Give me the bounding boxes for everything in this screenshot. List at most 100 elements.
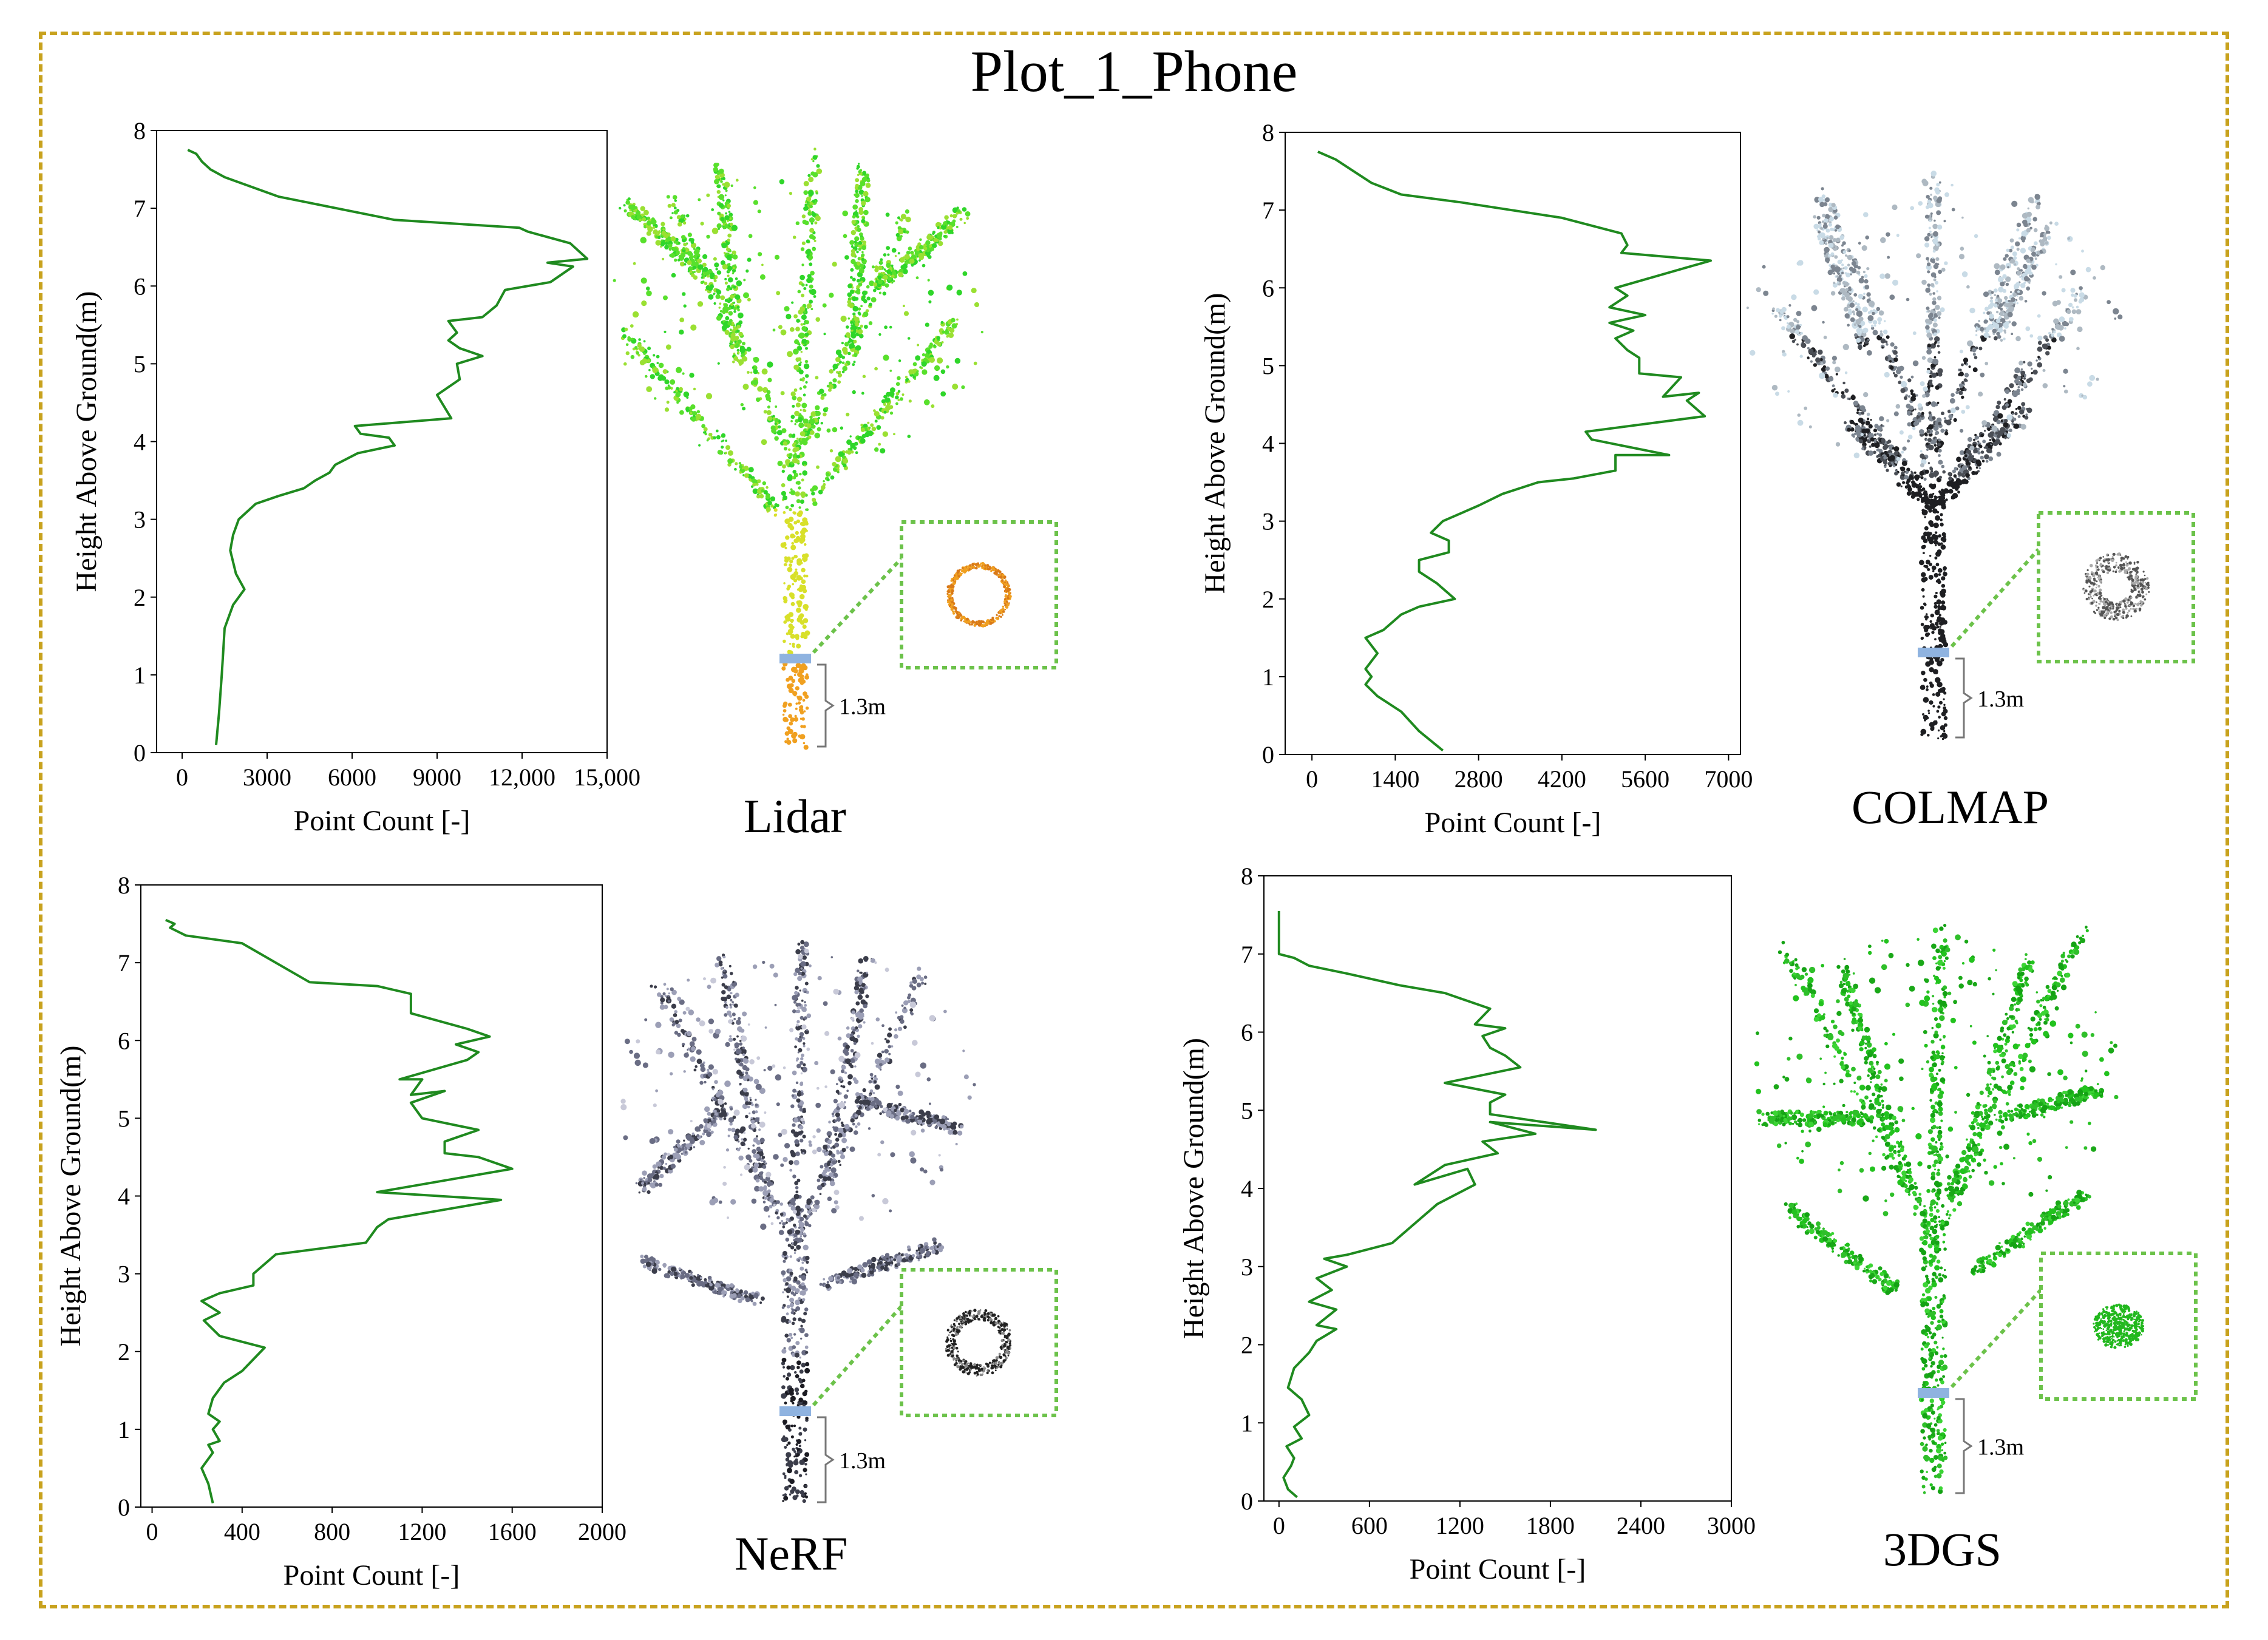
point xyxy=(796,440,799,443)
canopy-point xyxy=(916,248,920,252)
point xyxy=(1838,274,1841,277)
point xyxy=(710,272,715,278)
canopy-point xyxy=(2076,309,2082,314)
point xyxy=(1776,308,1781,313)
point xyxy=(1800,331,1804,335)
point xyxy=(693,415,696,418)
point xyxy=(1938,438,1941,442)
y-tick-label: 0 xyxy=(1262,741,1274,768)
point xyxy=(667,203,672,208)
point xyxy=(865,183,871,188)
cross-section-point xyxy=(2113,566,2116,569)
point xyxy=(1920,453,1925,459)
point xyxy=(716,290,722,295)
point xyxy=(2009,383,2014,388)
point xyxy=(1852,310,1855,314)
canopy-point xyxy=(2064,389,2068,394)
canopy-point xyxy=(1804,406,1808,410)
point xyxy=(1996,294,2000,298)
point xyxy=(1992,321,1995,325)
canopy-point xyxy=(2066,309,2071,314)
cross-section-point xyxy=(969,564,972,567)
canopy-point xyxy=(2007,266,2010,269)
point xyxy=(668,247,672,251)
point xyxy=(787,702,792,707)
point xyxy=(1932,508,1938,514)
canopy-point xyxy=(761,439,767,446)
point xyxy=(2045,338,2049,342)
point xyxy=(782,464,786,469)
point xyxy=(1863,434,1866,437)
point xyxy=(1872,320,1878,325)
point xyxy=(1934,594,1938,598)
point xyxy=(1937,401,1940,404)
canopy-point xyxy=(1830,291,1836,296)
cross-section-point xyxy=(952,606,956,609)
point xyxy=(795,447,800,452)
point xyxy=(802,219,807,225)
x-tick-label: 7000 xyxy=(1704,765,1753,793)
point xyxy=(883,410,887,414)
point xyxy=(861,195,863,197)
point xyxy=(918,252,924,259)
point xyxy=(793,364,800,370)
point xyxy=(632,205,635,208)
point xyxy=(708,294,714,300)
point xyxy=(1937,568,1943,573)
point xyxy=(863,191,869,197)
point xyxy=(805,574,809,578)
point xyxy=(949,328,955,333)
canopy-point xyxy=(676,367,682,373)
point xyxy=(1989,294,1992,296)
point xyxy=(925,240,931,246)
canopy-point xyxy=(864,325,868,329)
cross-section-point xyxy=(2110,611,2113,614)
point xyxy=(1941,600,1946,605)
canopy-point xyxy=(2029,334,2034,338)
point xyxy=(1932,223,1938,229)
point xyxy=(1835,373,1838,376)
y-tick-label: 8 xyxy=(1241,862,1253,890)
cross-section-point xyxy=(2098,603,2101,605)
point xyxy=(1874,442,1880,449)
point xyxy=(1934,495,1937,498)
point xyxy=(728,277,733,283)
point xyxy=(1929,186,1933,190)
point xyxy=(1948,483,1953,487)
cross-section-point xyxy=(1000,609,1003,612)
point xyxy=(1929,700,1934,705)
point xyxy=(783,447,788,451)
point xyxy=(646,231,651,236)
point xyxy=(793,717,799,722)
point xyxy=(1927,734,1930,737)
point xyxy=(828,384,834,390)
cross-section-point xyxy=(2137,591,2140,593)
point xyxy=(801,554,807,558)
point xyxy=(805,381,808,384)
point xyxy=(1864,279,1869,284)
canopy-point xyxy=(852,390,856,395)
cross-section-point xyxy=(949,606,952,609)
point xyxy=(741,464,744,467)
canopy-point xyxy=(1950,407,1956,413)
canopy-point xyxy=(956,290,962,296)
point xyxy=(658,362,664,368)
point xyxy=(693,254,698,259)
point xyxy=(801,241,806,245)
cross-section-point xyxy=(2111,558,2114,563)
point xyxy=(1932,705,1935,708)
point xyxy=(687,251,693,256)
point xyxy=(1925,325,1930,330)
y-tick-label: 1 xyxy=(1262,663,1274,691)
point xyxy=(889,412,894,415)
cross-section-point xyxy=(2090,564,2093,566)
point xyxy=(837,380,841,384)
canopy-point xyxy=(1793,317,1798,322)
cross-section-point xyxy=(951,585,955,588)
point xyxy=(2003,398,2006,401)
point xyxy=(739,363,742,366)
point xyxy=(683,242,687,246)
canopy-point xyxy=(1771,385,1778,391)
point xyxy=(855,199,859,203)
y-tick-label: 8 xyxy=(118,872,130,899)
